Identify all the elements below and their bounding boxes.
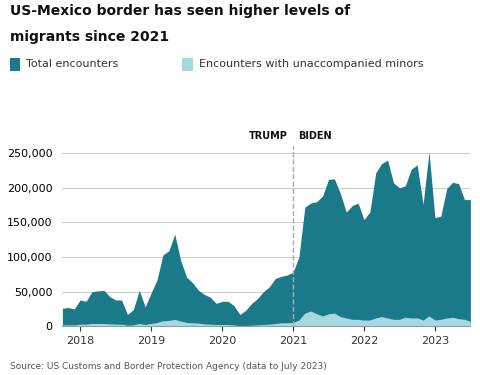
Text: migrants since 2021: migrants since 2021	[10, 30, 169, 44]
Text: Total encounters: Total encounters	[26, 59, 119, 69]
Text: Source: US Customs and Border Protection Agency (data to July 2023): Source: US Customs and Border Protection…	[10, 362, 326, 371]
Text: BIDEN: BIDEN	[298, 130, 331, 141]
Text: Encounters with unaccompanied minors: Encounters with unaccompanied minors	[199, 59, 424, 69]
Text: BBC: BBC	[435, 358, 457, 368]
Text: US-Mexico border has seen higher levels of: US-Mexico border has seen higher levels …	[10, 4, 350, 18]
Text: TRUMP: TRUMP	[249, 130, 288, 141]
